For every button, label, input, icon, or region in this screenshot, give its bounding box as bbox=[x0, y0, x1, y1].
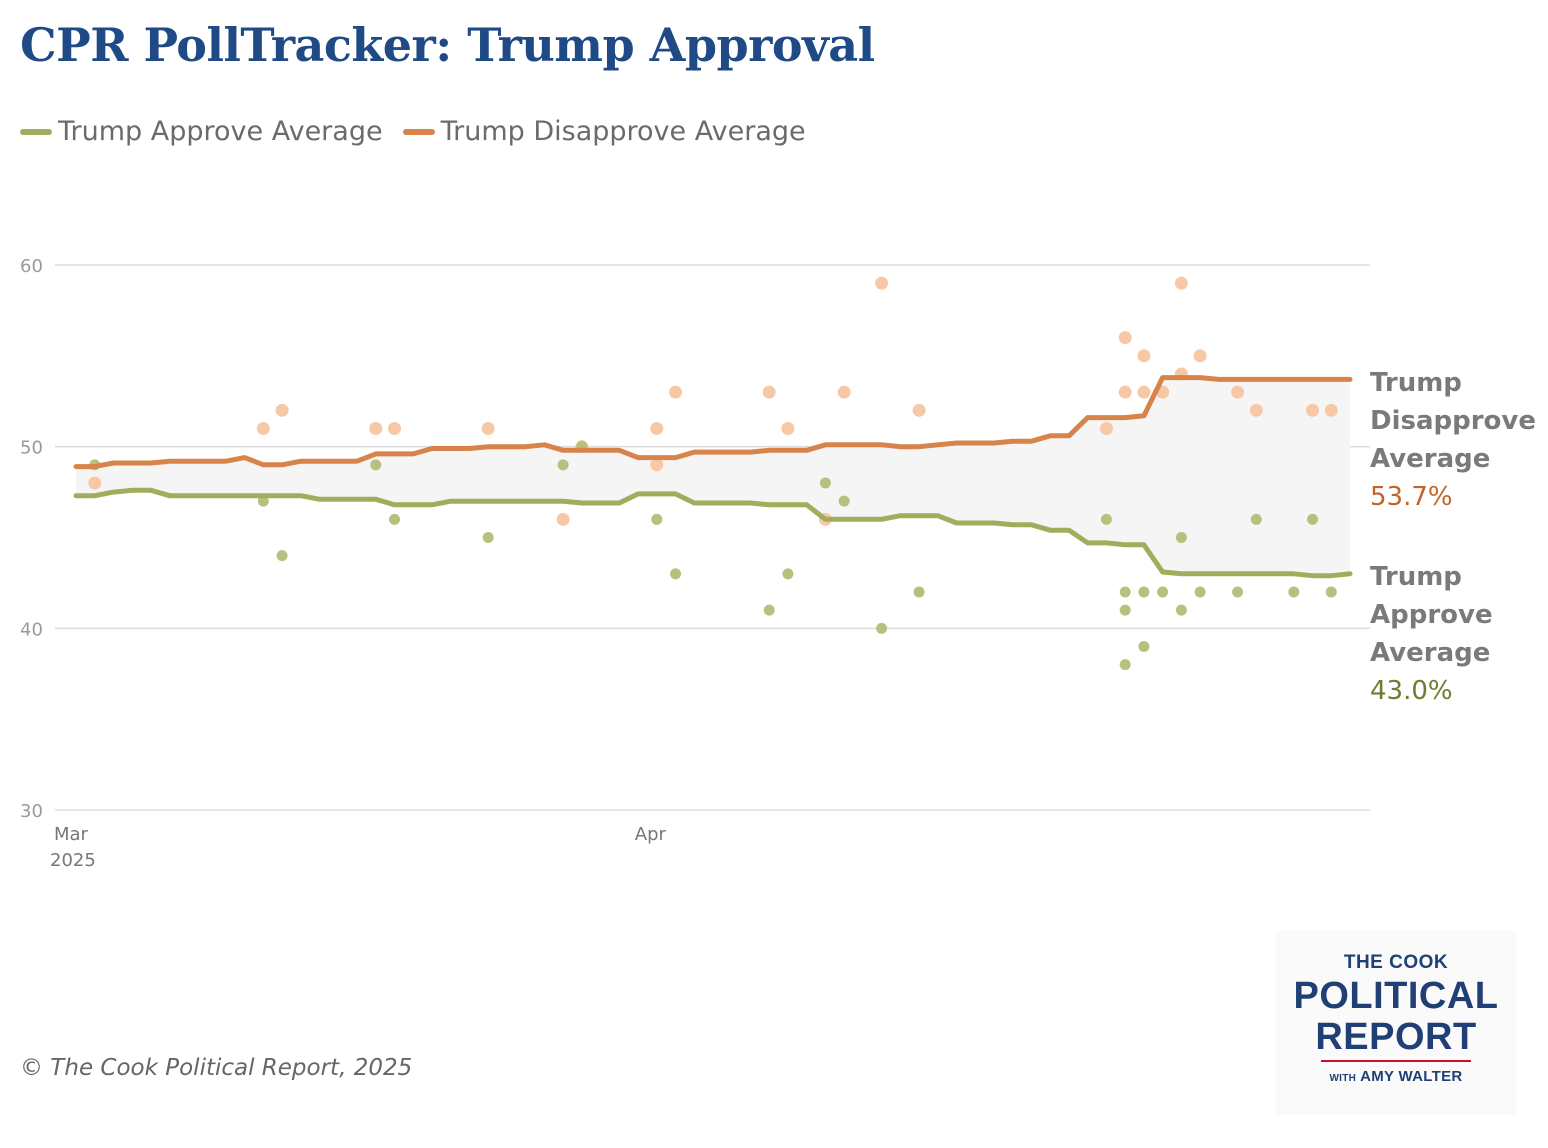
disapprove-poll-point bbox=[256, 422, 270, 435]
legend-label-approve: Trump Approve Average bbox=[58, 116, 383, 147]
disapprove-poll-point bbox=[669, 385, 683, 399]
disapprove-poll-point bbox=[369, 422, 383, 435]
logo-line3: REPORT bbox=[1315, 1016, 1477, 1058]
disapprove-poll-point bbox=[388, 422, 401, 435]
disapprove-poll-point bbox=[1099, 422, 1113, 435]
disapprove-poll-point bbox=[1324, 403, 1338, 417]
chart-title: CPR PollTracker: Trump Approval bbox=[20, 18, 875, 72]
approve-poll-point bbox=[1288, 586, 1300, 598]
disapprove-poll-point bbox=[837, 385, 851, 399]
disapprove-poll-point bbox=[88, 476, 102, 490]
approve-poll-point bbox=[651, 513, 663, 525]
disapprove-average-line bbox=[73, 375, 1353, 470]
legend-item-approve[interactable]: Trump Approve Average bbox=[20, 116, 383, 147]
disapprove-poll-point bbox=[1118, 331, 1132, 345]
approve-poll-point bbox=[1232, 586, 1244, 598]
approve-poll-point bbox=[482, 532, 494, 543]
x-tick-label-mar: Mar bbox=[54, 824, 89, 845]
approve-poll-point bbox=[1119, 604, 1131, 616]
approve-poll-point bbox=[819, 477, 831, 489]
approve-poll-point bbox=[838, 495, 850, 507]
logo-byline: WITH AMY WALTER bbox=[1276, 1068, 1516, 1085]
approve-average-line bbox=[73, 487, 1353, 579]
approve-poll-point bbox=[1175, 532, 1187, 543]
approve-poll-point bbox=[913, 586, 925, 598]
y-tick-label-40: 40 bbox=[20, 619, 43, 640]
disapprove-poll-point bbox=[762, 385, 776, 399]
approve-poll-point bbox=[782, 568, 794, 580]
approve-poll-point bbox=[1138, 586, 1150, 598]
approve-poll-point bbox=[557, 459, 569, 471]
x-tick-sublabel-0: 2025 bbox=[50, 850, 96, 871]
disapprove-poll-point bbox=[1137, 349, 1151, 363]
approve-poll-point bbox=[1325, 586, 1337, 598]
logo-rule bbox=[1321, 1060, 1471, 1062]
disapprove-poll-point bbox=[912, 403, 926, 417]
end-label-approve-name: Trump Approve Average bbox=[1370, 562, 1493, 668]
end-label-disapprove-value: 53.7% bbox=[1370, 482, 1453, 512]
approve-poll-point bbox=[1138, 641, 1150, 652]
disapprove-poll-point bbox=[1137, 385, 1151, 399]
disapprove-poll-point bbox=[1118, 385, 1132, 399]
legend-swatch-disapprove bbox=[402, 128, 435, 135]
disapprove-poll-point bbox=[875, 276, 889, 290]
legend-label-disapprove: Trump Disapprove Average bbox=[440, 116, 806, 147]
approve-poll-point bbox=[1100, 513, 1112, 525]
end-label-disapprove-name: Trump Disapprove Average bbox=[1370, 368, 1537, 474]
disapprove-poll-point bbox=[1174, 276, 1188, 290]
legend-item-disapprove[interactable]: Trump Disapprove Average bbox=[402, 116, 806, 147]
logo-line2: POLITICAL bbox=[1293, 975, 1499, 1017]
approve-poll-point bbox=[670, 568, 682, 580]
average-spread-band bbox=[76, 377, 1350, 576]
approve-poll-point bbox=[1119, 586, 1131, 598]
approve-poll-point bbox=[1194, 586, 1206, 598]
disapprove-poll-point bbox=[1231, 385, 1245, 399]
y-tick-label-30: 30 bbox=[20, 801, 43, 822]
logo-line1: THE COOK bbox=[1343, 952, 1449, 973]
approve-poll-point bbox=[1307, 513, 1319, 525]
y-tick-label-50: 50 bbox=[20, 438, 43, 459]
approve-poll-point bbox=[370, 459, 382, 471]
approve-poll-point bbox=[389, 513, 400, 525]
logo-with: WITH bbox=[1329, 1073, 1357, 1084]
end-label-disapprove: Trump Disapprove Average 53.7% bbox=[1370, 364, 1540, 516]
disapprove-poll-point bbox=[1193, 349, 1207, 363]
x-tick-label-apr: Apr bbox=[635, 824, 667, 845]
disapprove-poll-point bbox=[1249, 403, 1263, 417]
disapprove-poll-point bbox=[481, 422, 495, 435]
approve-poll-point bbox=[1157, 586, 1169, 598]
disapprove-poll-point bbox=[275, 403, 289, 417]
disapprove-poll-point bbox=[1306, 403, 1320, 417]
disapprove-poll-point bbox=[650, 422, 664, 435]
cook-political-report-logo: THE COOK POLITICAL REPORT WITH AMY WALTE… bbox=[1276, 930, 1516, 1115]
copyright-footer: © The Cook Political Report, 2025 bbox=[20, 1055, 413, 1081]
approve-poll-point bbox=[1119, 659, 1131, 671]
legend-swatch-approve bbox=[20, 128, 52, 135]
approve-poll-point bbox=[876, 622, 888, 634]
disapprove-poll-point bbox=[556, 512, 570, 526]
approve-poll-point bbox=[763, 604, 775, 616]
end-label-approve-value: 43.0% bbox=[1370, 676, 1453, 706]
approve-poll-point bbox=[1250, 513, 1262, 525]
disapprove-poll-point bbox=[650, 458, 664, 472]
approve-poll-point bbox=[276, 550, 288, 562]
approve-poll-point bbox=[1175, 604, 1187, 616]
approve-poll-point bbox=[257, 495, 269, 507]
legend: Trump Approve Average Trump Disapprove A… bbox=[20, 116, 826, 147]
end-label-approve: Trump Approve Average 43.0% bbox=[1370, 558, 1540, 710]
logo-name: AMY WALTER bbox=[1360, 1068, 1463, 1085]
y-tick-label-60: 60 bbox=[20, 256, 43, 277]
disapprove-poll-point bbox=[781, 422, 795, 435]
